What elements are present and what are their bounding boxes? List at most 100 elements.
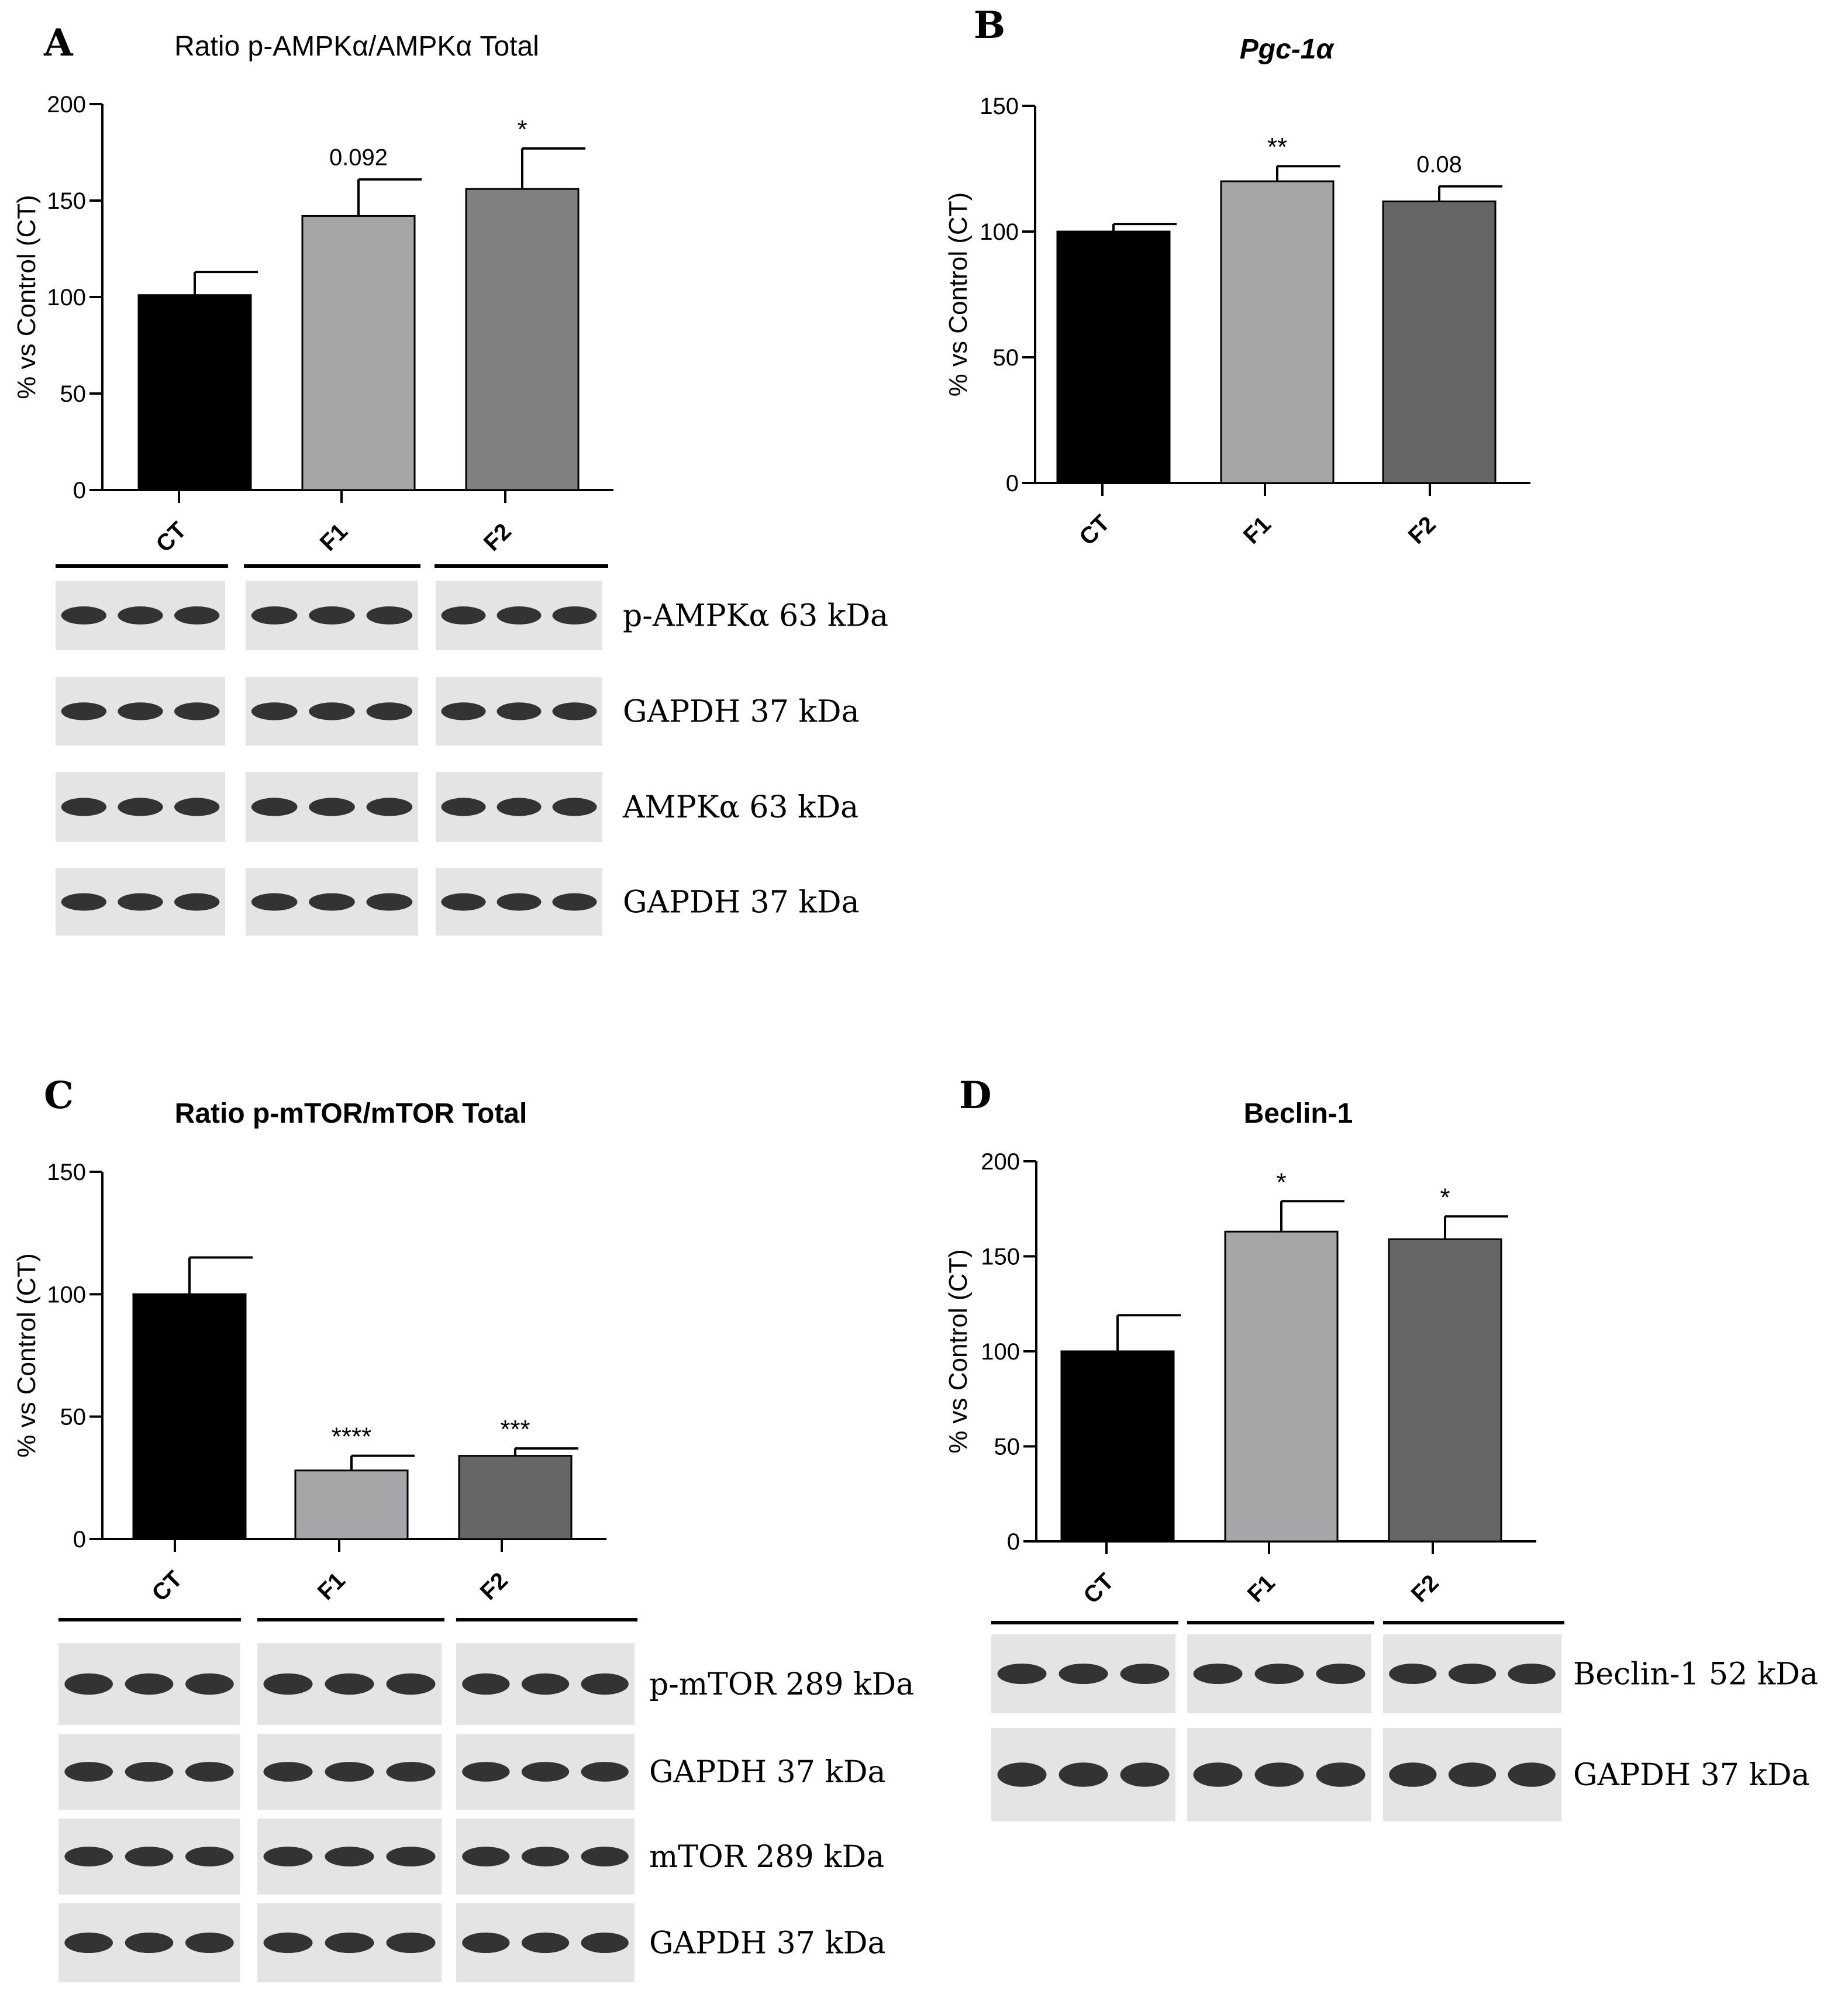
blot-band [263, 1762, 313, 1782]
chart-title: Ratio p-mTOR/mTOR Total [175, 1098, 527, 1129]
blot-band [581, 1932, 629, 1954]
bar-annotation: *** [500, 1415, 530, 1444]
blot-row-label: GAPDH 37 kDa [649, 1926, 886, 1961]
blot-band [1389, 1663, 1437, 1685]
chart-title: Pgc-1α [1240, 34, 1335, 65]
blot-band [462, 1762, 510, 1782]
x-tick-label: F2 [479, 519, 516, 556]
blot-band [552, 798, 597, 816]
x-tick-label: CT [1078, 1568, 1119, 1609]
blot-band [1448, 1762, 1497, 1787]
blot-band [366, 893, 413, 911]
bar-annotation: **** [332, 1423, 372, 1451]
bar-f2 [1388, 1238, 1502, 1543]
blot-band [521, 1847, 570, 1866]
bar-ct [1056, 230, 1171, 484]
blot-band [552, 893, 597, 911]
blot-band [497, 893, 542, 911]
bar-ct [137, 294, 252, 491]
western-blot: p-mTOR 289 kDa GAPDH 37 kDa mTOR 289 kDa GA… [58, 1618, 914, 1982]
panel-letter: C [44, 1074, 74, 1117]
blot-band [497, 798, 542, 816]
blot-band [61, 702, 106, 720]
blot-band [309, 702, 355, 720]
blot-band [552, 702, 597, 720]
blot-band [251, 893, 298, 911]
blot-band [366, 606, 413, 624]
blot-band [441, 606, 486, 624]
blot-band [61, 893, 106, 911]
y-axis-label: % vs Control (CT) [12, 195, 41, 399]
bar-ct [1060, 1350, 1175, 1543]
blot-band [118, 798, 163, 816]
blot-row-label: GAPDH 37 kDa [1573, 1758, 1810, 1793]
blot-band [61, 606, 106, 624]
y-tick-label: 150 [47, 1160, 86, 1185]
blot-band [581, 1847, 629, 1866]
blot-band [263, 1673, 313, 1695]
blot-band [325, 1762, 374, 1782]
y-tick-label: 100 [47, 285, 86, 310]
blot-band [174, 893, 220, 911]
blot-band [386, 1673, 436, 1695]
blot-band [263, 1932, 313, 1954]
bar-f1 [294, 1469, 409, 1540]
blot-band [581, 1673, 629, 1695]
blot-band [174, 702, 220, 720]
blot-band [185, 1847, 234, 1866]
panel-letter: A [43, 21, 74, 65]
blot-band [309, 893, 355, 911]
blot-band [125, 1932, 174, 1954]
blot-band [386, 1932, 436, 1954]
y-tick-label: 50 [60, 381, 87, 407]
y-tick-label: 50 [994, 1434, 1020, 1460]
blot-band [1193, 1762, 1243, 1787]
y-tick-label: 0 [1006, 471, 1019, 496]
blot-band [325, 1847, 374, 1866]
chart-panel-d: D Beclin-1 0 50 100 150 200 % vs Control (CT) CT… [944, 1074, 1818, 1821]
blot-band [1193, 1663, 1243, 1685]
blot-row-label: p-mTOR 289 kDa [649, 1667, 914, 1702]
blot-band [325, 1932, 374, 1954]
bar-annotation: 0.08 [1416, 152, 1462, 178]
blot-band [118, 606, 163, 624]
x-tick-label: F2 [1404, 512, 1441, 549]
blot-band [441, 798, 486, 816]
blot-band [251, 798, 298, 816]
blot-band [997, 1762, 1047, 1787]
y-tick-label: 50 [60, 1405, 87, 1430]
blot-band [366, 702, 413, 720]
blot-band [1448, 1663, 1497, 1685]
blot-band [64, 1762, 113, 1782]
blot-band [263, 1847, 313, 1866]
blot-band [1059, 1762, 1108, 1787]
blot-band [1389, 1762, 1437, 1787]
chart-panel-c: C Ratio p-mTOR/mTOR Total 0 50 100 150 % vs Co… [12, 1074, 914, 1982]
blot-band [997, 1663, 1047, 1685]
bar-annotation: 0.092 [329, 145, 388, 171]
blot-band [174, 606, 220, 624]
blot-band [521, 1673, 570, 1695]
blot-band [61, 798, 106, 816]
blot-band [1316, 1663, 1366, 1685]
blot-row-label: p-AMPKα 63 kDa [623, 599, 888, 634]
blot-band [309, 798, 355, 816]
panel-letter: B [974, 4, 1005, 47]
x-tick-label: F1 [315, 519, 353, 556]
blot-band [185, 1762, 234, 1782]
blot-band [441, 702, 486, 720]
blot-band [497, 702, 542, 720]
bar-f1 [1224, 1230, 1339, 1543]
blot-row-label: Beclin-1 52 kDa [1573, 1657, 1818, 1692]
blot-row-label: mTOR 289 kDa [649, 1840, 884, 1875]
chart-title: Ratio p-AMPKα/AMPKα Total [174, 31, 539, 62]
blot-band [1059, 1663, 1108, 1685]
bar-annotation: * [1276, 1168, 1286, 1196]
x-tick-label: CT [151, 517, 191, 557]
bar-annotation: * [517, 115, 527, 144]
blot-band [251, 702, 298, 720]
y-axis-label: % vs Control (CT) [944, 1249, 973, 1454]
bar-annotation: ** [1267, 133, 1287, 161]
blot-band [174, 798, 220, 816]
